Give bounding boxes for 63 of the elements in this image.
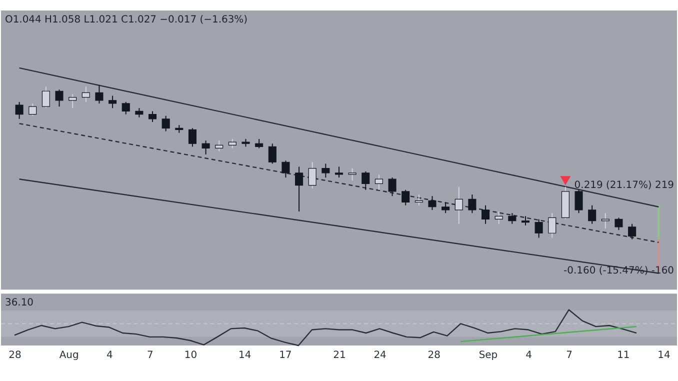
candlestick (508, 212, 516, 224)
x-tick-label: 4 (106, 350, 113, 361)
x-tick-label: 7 (566, 350, 573, 361)
x-tick-label: 17 (279, 350, 292, 361)
candlestick (202, 140, 210, 155)
candlestick (614, 217, 623, 231)
text: -0.160 (-15.47%) -160 (564, 266, 674, 277)
candlestick (188, 128, 196, 148)
x-tick-label: 21 (333, 350, 346, 361)
candlestick (414, 194, 423, 206)
candlestick (162, 115, 170, 132)
candlestick (148, 110, 157, 122)
candlestick (534, 218, 543, 238)
x-tick-label: 10 (184, 350, 198, 361)
x-tick-label: 14 (658, 350, 670, 361)
x-tick-label: 28 (8, 350, 22, 361)
candlestick (402, 189, 410, 206)
candlestick (95, 84, 104, 104)
candlestick (428, 196, 436, 210)
text: O1.044 H1.058 L1.021 C1.027 −0.017 (−1.63%) (4, 14, 248, 26)
candlestick (68, 94, 77, 109)
candlestick (82, 86, 90, 102)
candlestick (255, 138, 264, 149)
candlestick (588, 204, 596, 224)
candlestick (454, 186, 463, 224)
candlestick (334, 166, 344, 178)
candlestick (494, 211, 503, 224)
candlestick (295, 166, 304, 212)
candlestick (628, 223, 636, 240)
candlestick (442, 202, 450, 214)
x-tick-label: 14 (238, 350, 252, 361)
candlestick (42, 86, 50, 109)
candlestick (348, 168, 356, 182)
candlestick (282, 160, 290, 178)
candlestick (482, 204, 490, 224)
candlestick (268, 143, 276, 164)
x-tick-label: 7 (147, 350, 154, 361)
candlestick (374, 174, 383, 190)
x-tick-label: 24 (374, 350, 386, 361)
text: 36.10 (4, 298, 34, 309)
candlestick (308, 162, 316, 189)
candlestick (388, 177, 396, 197)
candlestick (215, 140, 224, 152)
candlestick (122, 101, 130, 115)
candlestick (468, 194, 476, 214)
candlestick (574, 189, 583, 214)
candlestick (55, 89, 64, 108)
candlestick (135, 108, 144, 118)
x-tick-label: Aug (59, 350, 79, 361)
annotation: 0.219 (21.17%) 219 (574, 180, 674, 191)
x-tick-label: 11 (617, 350, 630, 361)
x-tick-label: 28 (428, 350, 440, 361)
candlestick (548, 212, 556, 238)
candlestick (322, 163, 330, 178)
candlestick (601, 212, 610, 229)
candlestick (28, 102, 37, 116)
x-tick-label: 4 (526, 350, 532, 361)
candlestick (15, 101, 24, 120)
candlestick (521, 216, 530, 226)
x-tick-label: Sep (478, 350, 498, 361)
candlestick (108, 95, 117, 109)
candlestick (362, 170, 370, 190)
candlestick (228, 138, 236, 149)
